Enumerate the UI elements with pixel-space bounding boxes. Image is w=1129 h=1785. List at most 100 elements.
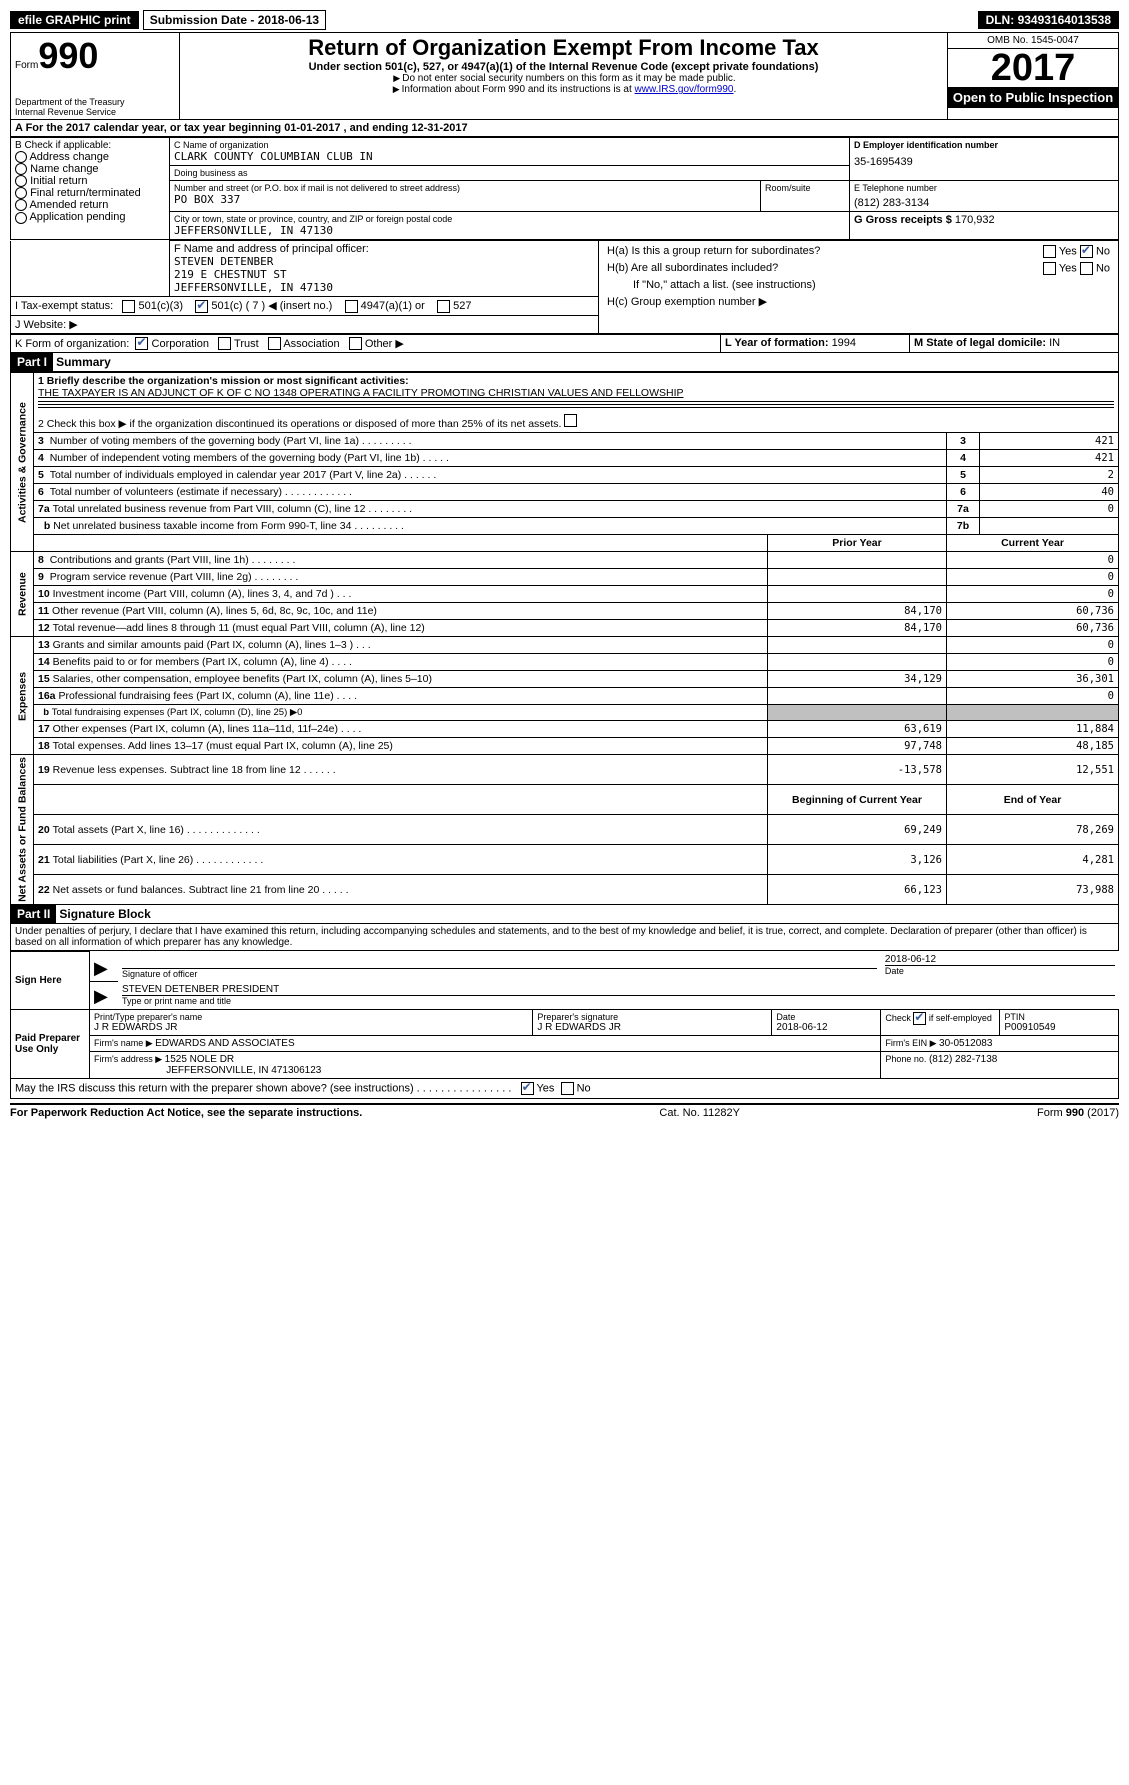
table-row: 11 Other revenue (Part VIII, column (A),…: [11, 603, 1119, 620]
open-inspection: Open to Public Inspection: [948, 87, 1118, 108]
row-current: 60,736: [947, 603, 1119, 620]
cb-name-change[interactable]: Name change: [15, 163, 165, 175]
row-text: Other expenses (Part IX, column (A), lin…: [53, 723, 362, 735]
row-text: Net assets or fund balances. Subtract li…: [53, 884, 349, 896]
row-val: 0: [980, 501, 1119, 518]
k-trust-label: Trust: [234, 338, 259, 350]
i-501c-label: 501(c) ( 7 ) ◀ (insert no.): [211, 300, 332, 312]
l2-checkbox[interactable]: [564, 414, 577, 427]
irs-link[interactable]: www.IRS.gov/form990: [635, 84, 734, 95]
f-label: F Name and address of principal officer:: [174, 243, 594, 255]
org-info-block: B Check if applicable: Address change Na…: [10, 137, 1119, 240]
row-text: Salaries, other compensation, employee b…: [53, 673, 432, 685]
cb-final-label: Final return/terminated: [30, 187, 141, 199]
row-text: Investment income (Part VIII, column (A)…: [53, 588, 352, 600]
k-trust-checkbox[interactable]: [218, 337, 231, 350]
form-subtitle: Under section 501(c), 527, or 4947(a)(1)…: [184, 61, 943, 73]
i-501c3-checkbox[interactable]: [122, 300, 135, 313]
sig-date: 2018-06-12: [885, 954, 1115, 966]
e-phone-label: E Telephone number: [854, 183, 1114, 193]
form-title: Return of Organization Exempt From Incom…: [184, 35, 943, 61]
vlabel-expenses: Expenses: [11, 637, 34, 755]
row-prior: [768, 586, 947, 603]
cb-application-pending[interactable]: Application pending: [15, 211, 165, 223]
phone-value: (812) 283-3134: [854, 197, 1114, 209]
dln-value: 93493164013538: [1018, 13, 1111, 27]
i-527-checkbox[interactable]: [437, 300, 450, 313]
prep-sig-label: Preparer's signature: [537, 1012, 767, 1022]
ein-value: 35-1695439: [854, 156, 1114, 168]
ha-no-label: No: [1096, 245, 1110, 257]
info-note-text: Information about Form 990 and its instr…: [402, 84, 635, 95]
g-gross-label: G Gross receipts $: [854, 214, 955, 226]
hb-no-checkbox[interactable]: [1080, 262, 1093, 275]
row-text: Number of voting members of the governin…: [50, 435, 412, 447]
ha-no-checkbox[interactable]: [1080, 245, 1093, 258]
k-other-checkbox[interactable]: [349, 337, 362, 350]
firm-name: EDWARDS AND ASSOCIATES: [155, 1038, 294, 1049]
row-begin: 66,123: [768, 875, 947, 905]
room-label: Room/suite: [765, 183, 845, 193]
gross-receipts-value: 170,932: [955, 214, 995, 226]
row-current: 11,884: [947, 721, 1119, 738]
dept-treasury: Department of the Treasury: [15, 97, 175, 107]
table-row: 22 Net assets or fund balances. Subtract…: [11, 875, 1119, 905]
i-4947-label: 4947(a)(1) or: [361, 300, 425, 312]
ha-yes-label: Yes: [1059, 245, 1077, 257]
cb-address-label: Address change: [29, 151, 109, 163]
i-4947-checkbox[interactable]: [345, 300, 358, 313]
vlabel-netassets: Net Assets or Fund Balances: [11, 755, 34, 905]
row-current: 12,551: [947, 755, 1119, 785]
k-assoc-checkbox[interactable]: [268, 337, 281, 350]
dln: DLN: 93493164013538: [978, 11, 1119, 29]
hb-yes-label: Yes: [1059, 262, 1077, 274]
row-prior: 84,170: [768, 620, 947, 637]
cb-initial-return[interactable]: Initial return: [15, 175, 165, 187]
submission-label: Submission Date -: [150, 13, 258, 27]
mission-text: THE TAXPAYER IS AN ADJUNCT OF K OF C NO …: [38, 387, 684, 399]
prep-date: 2018-06-12: [776, 1022, 876, 1033]
hb-yes-checkbox[interactable]: [1043, 262, 1056, 275]
row-text: Net unrelated business taxable income fr…: [53, 520, 404, 532]
col-end: End of Year: [947, 785, 1119, 815]
ptin: P00910549: [1004, 1022, 1114, 1033]
discuss-no-checkbox[interactable]: [561, 1082, 574, 1095]
row-val: [980, 518, 1119, 535]
form-prefix: Form: [15, 60, 38, 71]
cb-address-change[interactable]: Address change: [15, 151, 165, 163]
row-prior: [768, 552, 947, 569]
part2-header: Part II: [11, 905, 56, 923]
i-label: I Tax-exempt status:: [15, 300, 113, 312]
k-label: K Form of organization:: [15, 338, 129, 350]
grey-cell: [947, 705, 1119, 721]
firm-addr2: JEFFERSONVILLE, IN 471306123: [166, 1065, 321, 1076]
row-text: Program service revenue (Part VIII, line…: [50, 571, 299, 583]
row-text: Total unrelated business revenue from Pa…: [53, 503, 413, 515]
ha-yes-checkbox[interactable]: [1043, 245, 1056, 258]
self-employed-checkbox[interactable]: [913, 1012, 926, 1025]
submission-date: Submission Date - 2018-06-13: [143, 10, 326, 30]
sign-here-label: Sign Here: [11, 952, 90, 1010]
form-number: 990: [38, 35, 98, 76]
i-527-label: 527: [453, 300, 471, 312]
tax-year-line: A For the 2017 calendar year, or tax yea…: [10, 120, 1119, 137]
table-row: 20 Total assets (Part X, line 16) . . . …: [11, 815, 1119, 845]
ptin-label: PTIN: [1004, 1012, 1114, 1022]
cb-amended-return[interactable]: Amended return: [15, 199, 165, 211]
i-501c-checkbox[interactable]: [195, 300, 208, 313]
firm-phone: (812) 282-7138: [929, 1054, 997, 1065]
grey-cell: [768, 705, 947, 721]
efile-print-button[interactable]: efile GRAPHIC print: [10, 11, 139, 29]
row-box: 7a: [947, 501, 980, 518]
discuss-text: May the IRS discuss this return with the…: [15, 1082, 511, 1094]
discuss-row: May the IRS discuss this return with the…: [10, 1079, 1119, 1099]
row-box: 5: [947, 467, 980, 484]
row-current: 0: [947, 654, 1119, 671]
row-val: 40: [980, 484, 1119, 501]
cb-final-return[interactable]: Final return/terminated: [15, 187, 165, 199]
ha-label: H(a) Is this a group return for subordin…: [603, 243, 871, 260]
part1-table: Activities & Governance 1 Briefly descri…: [10, 372, 1119, 905]
k-corp-checkbox[interactable]: [135, 337, 148, 350]
discuss-yes-checkbox[interactable]: [521, 1082, 534, 1095]
l-year: 1994: [832, 337, 856, 349]
